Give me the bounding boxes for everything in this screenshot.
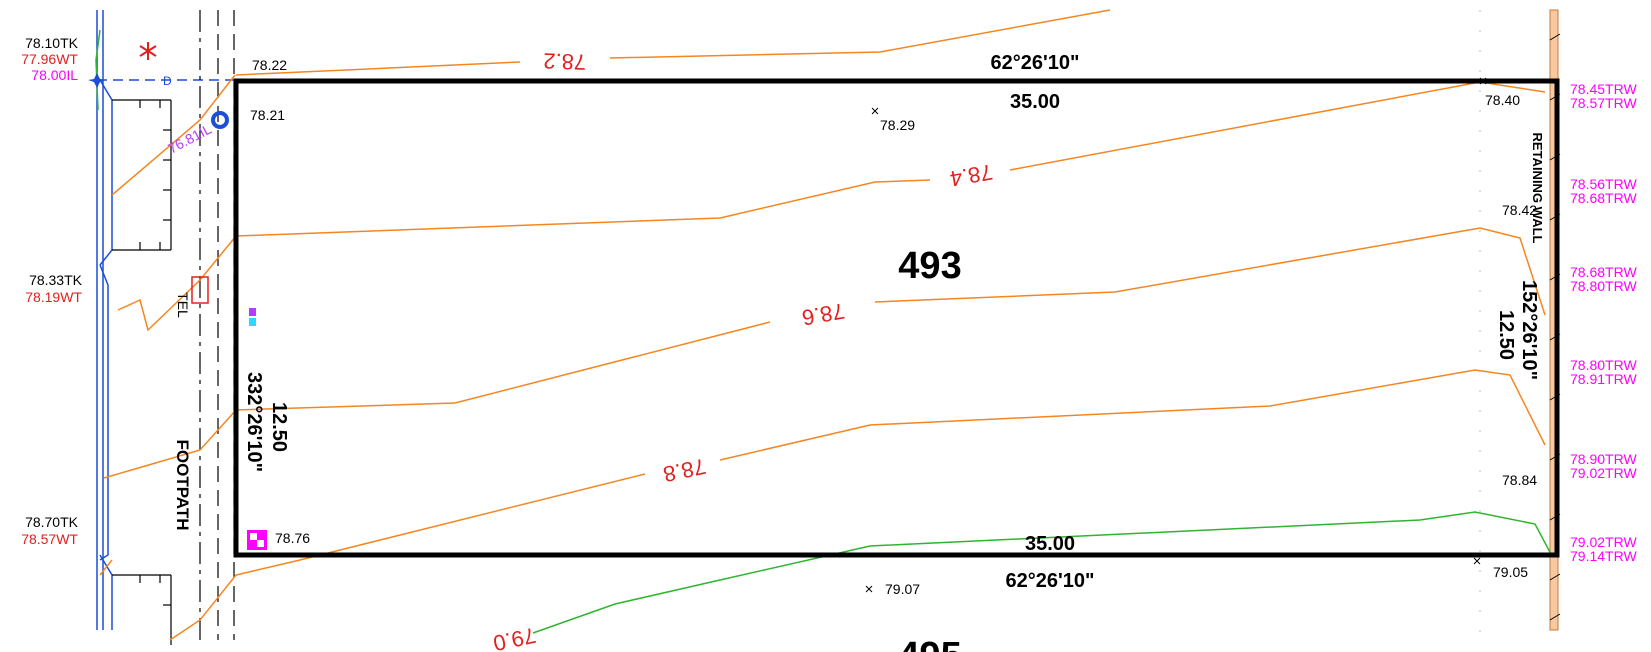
contour-label-78-8: 78.8	[661, 454, 708, 487]
contour-label-79-0: 79.0	[491, 623, 538, 652]
left-level-3-wt: 78.57WT	[21, 531, 78, 547]
contour-78-4	[235, 179, 931, 237]
footpath-label: FOOTPATH	[173, 440, 192, 531]
trw-1-a: 78.45TRW	[1570, 81, 1637, 97]
service-marker-icon	[249, 308, 256, 326]
contour-label-78-6: 78.6	[800, 298, 847, 330]
tel-pit-icon	[191, 276, 209, 304]
level-bl-corner: 78.76	[275, 530, 310, 546]
contour-label-78-4: 78.4	[948, 159, 995, 191]
trw-6-a: 79.02TRW	[1570, 534, 1637, 550]
trw-2-a: 78.56TRW	[1570, 176, 1637, 192]
trw-3-a: 78.68TRW	[1570, 264, 1637, 280]
drainage-pit-icon	[211, 111, 229, 129]
trw-levels: 78.45TRW 78.57TRW 78.56TRW 78.68TRW 78.6…	[1570, 81, 1637, 564]
next-lot-number: 495	[898, 635, 961, 652]
drain-node-star	[88, 73, 106, 88]
trw-5-a: 78.90TRW	[1570, 451, 1637, 467]
trw-3-b: 78.80TRW	[1570, 278, 1637, 294]
footpath-lines	[199, 10, 235, 640]
left-level-3-tk: 78.70TK	[25, 514, 79, 530]
bearing-bottom: 62°26'10"	[1006, 570, 1095, 592]
left-level-1-il: 78.00IL	[31, 67, 78, 83]
tel-label: TEL	[175, 292, 191, 318]
level-bottom-mid: 79.07	[885, 581, 920, 597]
contour-78-8	[299, 473, 646, 561]
left-level-2-tk: 78.33TK	[29, 272, 83, 288]
bearing-right: 152°26'10"	[1518, 280, 1540, 380]
level-br-corner: 79.05	[1493, 564, 1528, 580]
left-level-1-tk: 78.10TK	[25, 35, 79, 51]
level-right-low: 78.84	[1502, 472, 1537, 488]
distance-bottom: 35.00	[1025, 533, 1075, 555]
lot-number: 493	[898, 245, 961, 287]
distance-left: 12.50	[268, 402, 290, 452]
spot-level-marks	[865, 77, 1487, 593]
bearing-top: 62°26'10"	[991, 52, 1080, 74]
kerb-offset-upper	[99, 79, 113, 266]
pit-invert-level: 76.81IL	[165, 120, 214, 156]
survey-mark-icon	[247, 530, 267, 550]
distance-top: 35.00	[1010, 91, 1060, 113]
drain-label: D	[163, 74, 172, 88]
level-right-mid: 78.42	[1502, 202, 1537, 218]
distance-right: 12.50	[1495, 310, 1517, 360]
kerb-offset-lower	[99, 554, 113, 630]
trw-4-b: 78.91TRW	[1570, 371, 1637, 387]
trw-4-a: 78.80TRW	[1570, 357, 1637, 373]
tree-asterisk-icon	[139, 42, 157, 60]
trw-6-b: 79.14TRW	[1570, 548, 1637, 564]
left-level-2-wt: 78.19WT	[25, 289, 82, 305]
level-tr-corner: 78.40	[1485, 92, 1520, 108]
trw-2-b: 78.68TRW	[1570, 190, 1637, 206]
left-level-1-wt: 77.96WT	[21, 51, 78, 67]
kerb-green-accent	[95, 29, 101, 111]
trw-5-b: 79.02TRW	[1570, 465, 1637, 481]
contour-label-78-2: 78.2	[543, 48, 587, 74]
contour-78-6	[235, 321, 771, 411]
kerb-lines	[96, 10, 235, 630]
level-tl-inner: 78.21	[250, 107, 285, 123]
bearing-left: 332°26'10"	[243, 372, 265, 472]
kerb-offset-mid	[99, 264, 109, 561]
level-tl-corner: 78.22	[252, 57, 287, 73]
retaining-wall-label: RETAINING WALL	[1530, 133, 1545, 244]
level-center-top: 78.29	[880, 117, 915, 133]
lot-boundary	[233, 78, 1560, 558]
contour-78-2	[235, 61, 521, 76]
trw-1-b: 78.57TRW	[1570, 95, 1637, 111]
contour-79-0	[532, 511, 1553, 634]
verge-ticks	[112, 99, 172, 645]
